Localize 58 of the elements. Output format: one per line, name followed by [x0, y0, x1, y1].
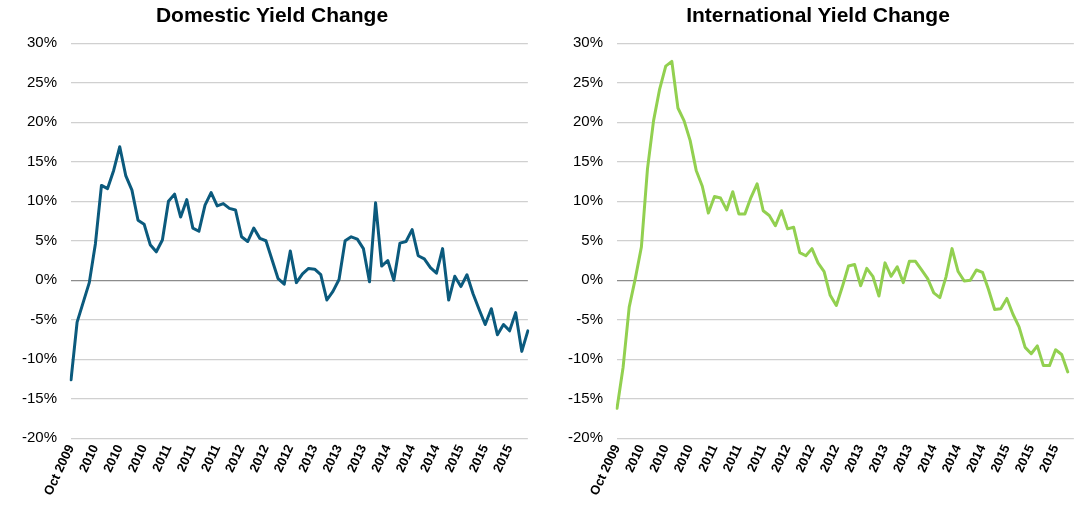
x-tick-label: 2010 [124, 442, 151, 475]
y-tick-label: 5% [581, 230, 604, 248]
x-tick-label: 2015 [489, 442, 516, 475]
x-tick-label: 2012 [816, 442, 843, 475]
x-tick-label: 2013 [889, 442, 916, 475]
y-tick-label: 0% [581, 270, 604, 288]
y-tick-label: -5% [576, 309, 604, 327]
x-tick-label: 2011 [148, 442, 175, 474]
y-tick-label: -5% [30, 309, 58, 327]
x-tick-label: 2012 [792, 442, 818, 475]
x-tick-label: 2010 [645, 442, 672, 475]
x-tick-label: 2010 [75, 442, 102, 475]
x-tick-label: 2012 [221, 442, 248, 475]
x-tick-label: 2015 [987, 442, 1013, 475]
chart-title: International Yield Change [686, 3, 950, 27]
x-tick-label: 2011 [743, 442, 770, 474]
x-tick-label: 2011 [719, 442, 745, 474]
x-tick-label: 2014 [962, 441, 989, 475]
x-tick-label: 2012 [270, 442, 297, 475]
y-tick-label: 30% [572, 33, 604, 51]
y-tick-label: -10% [21, 349, 58, 367]
y-tick-label: 10% [572, 191, 604, 209]
y-tick-label: -10% [567, 349, 604, 367]
x-tick-label: 2014 [938, 441, 965, 475]
x-tick-label: 2015 [441, 442, 467, 475]
x-tick-label: 2013 [840, 442, 867, 475]
x-tick-label: 2011 [197, 442, 224, 474]
y-tick-label: 30% [26, 33, 58, 51]
y-tick-label: -15% [21, 388, 58, 406]
x-tick-label: 2014 [913, 441, 941, 475]
y-tick-label: 20% [26, 112, 58, 130]
y-tick-label: 10% [26, 191, 58, 209]
y-tick-label: 15% [26, 151, 58, 169]
y-tick-label: 20% [572, 112, 604, 130]
x-tick-label: 2012 [767, 442, 794, 475]
x-tick-label: 2012 [246, 442, 272, 475]
y-tick-label: -15% [567, 388, 604, 406]
y-tick-label: 25% [572, 72, 604, 90]
x-tick-label: 2010 [99, 442, 126, 475]
y-tick-label: 0% [35, 270, 58, 288]
y-tick-label: 5% [35, 230, 58, 248]
x-tick-label: 2013 [294, 442, 321, 475]
x-tick-label: 2015 [1011, 442, 1038, 475]
x-tick-label: 2011 [173, 442, 199, 474]
x-tick-label: 2014 [367, 441, 395, 475]
y-tick-label: 25% [26, 72, 58, 90]
x-tick-label: 2014 [416, 441, 443, 475]
x-tick-label: 2015 [1035, 442, 1062, 475]
chart-title: Domestic Yield Change [155, 3, 389, 27]
x-tick-label: 2013 [319, 442, 345, 475]
x-tick-label: 2010 [621, 442, 648, 475]
x-tick-label: 2010 [670, 442, 697, 475]
x-tick-label: 2011 [694, 442, 721, 474]
x-tick-label: 2015 [465, 442, 492, 475]
x-tick-label: 2013 [865, 442, 891, 475]
x-tick-label: 2014 [392, 441, 419, 475]
y-tick-label: 15% [572, 151, 604, 169]
x-tick-label: 2013 [343, 442, 370, 475]
